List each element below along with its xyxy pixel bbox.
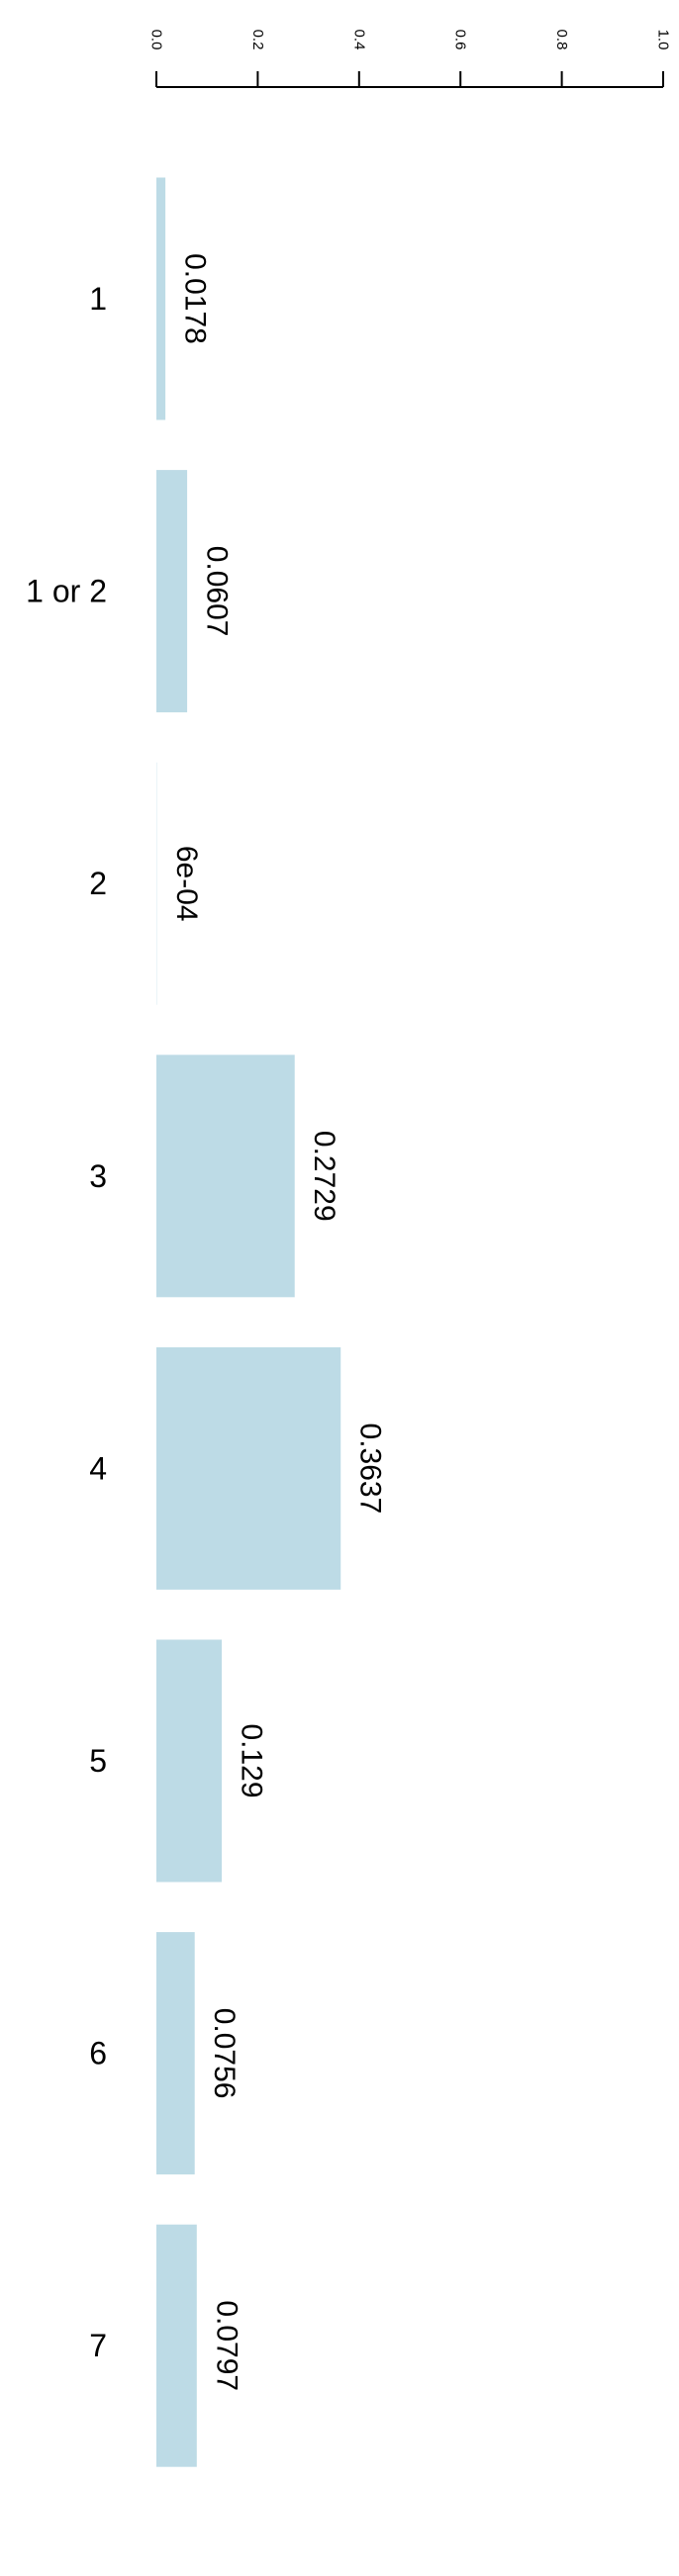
category-label: 6	[89, 2036, 107, 2071]
category-label: 1	[89, 281, 107, 317]
x-tick-label: 0.8	[553, 30, 570, 50]
value-label: 0.0797	[210, 2300, 242, 2391]
value-label: 0.0756	[208, 2008, 241, 2099]
value-label: 0.0178	[179, 253, 212, 344]
x-tick-label: 0.4	[350, 30, 367, 50]
value-label: 0.2729	[308, 1131, 340, 1222]
value-label: 0.3637	[354, 1424, 387, 1515]
category-label: 7	[89, 2328, 107, 2363]
category-label: 3	[89, 1158, 107, 1194]
value-label: 6e-04	[170, 846, 203, 922]
category-label: 5	[89, 1743, 107, 1779]
bar	[156, 470, 188, 713]
bar	[156, 177, 166, 420]
labels: 1 0.0178 1 or 2 0.0607 2 6e-04 3 0.2729 4 0.3637 5…	[26, 253, 387, 2391]
value-label: 0.0607	[201, 546, 234, 637]
bars	[156, 177, 341, 2467]
x-tick-label: 0.6	[452, 30, 469, 50]
value-label: 0.129	[236, 1723, 268, 1797]
bar	[156, 1639, 223, 1883]
bar	[156, 1055, 295, 1298]
category-label: 4	[89, 1450, 107, 1486]
x-axis: 0.0 0.2 0.4 0.6 0.8 1.0	[148, 30, 672, 88]
x-tick-label: 1.0	[655, 30, 672, 50]
x-tick-label: 0.2	[249, 30, 266, 50]
x-tick-label: 0.0	[148, 30, 165, 50]
bar	[156, 1932, 195, 2175]
bar	[156, 2224, 197, 2467]
category-label: 2	[89, 866, 107, 901]
category-label: 1 or 2	[26, 574, 107, 609]
bar	[156, 1346, 341, 1590]
